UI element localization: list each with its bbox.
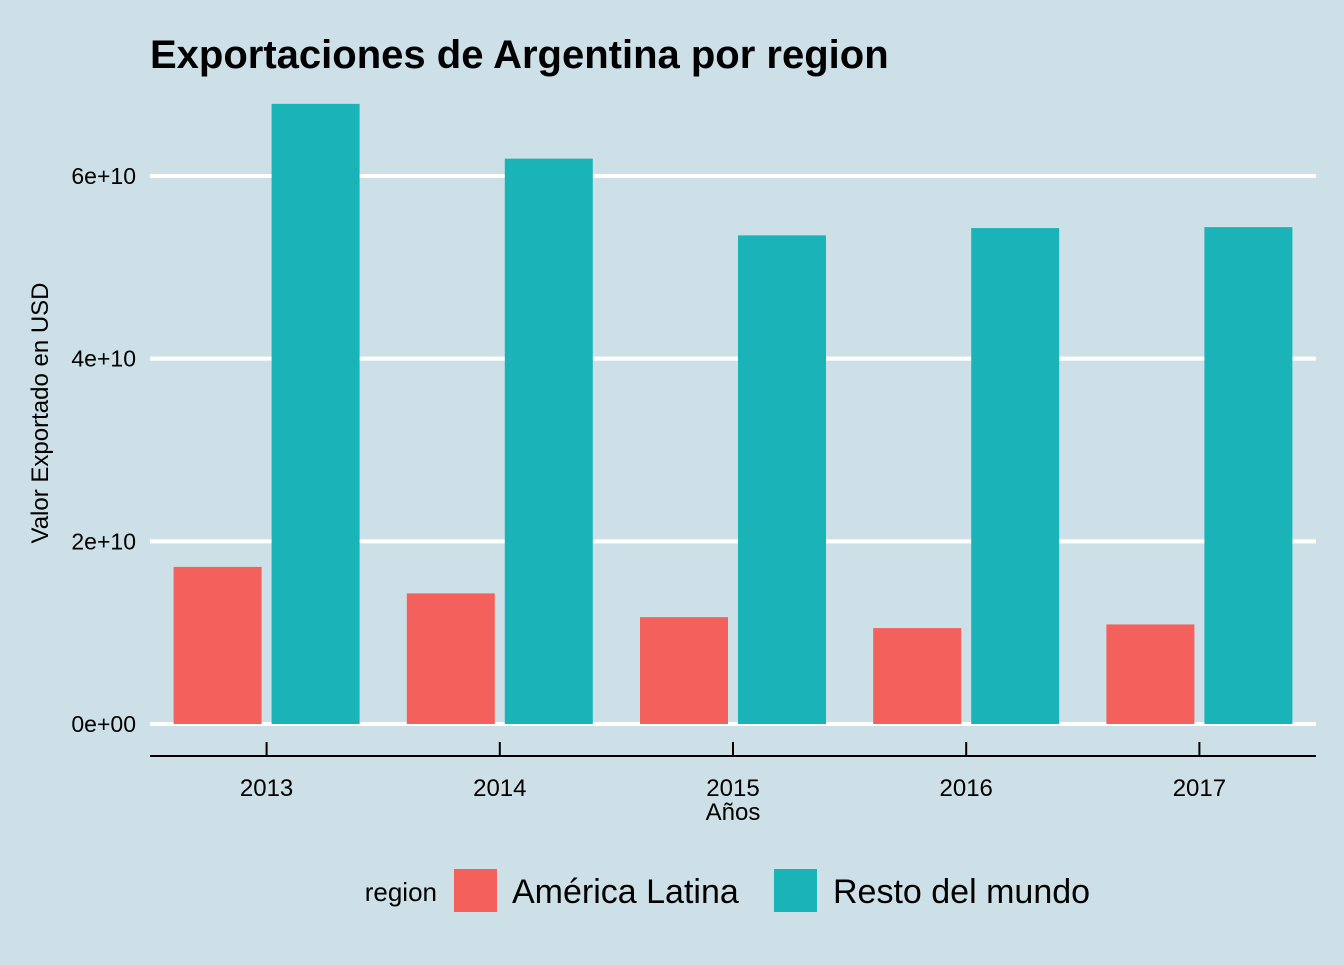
y-axis-title: Valor Exportado en USD <box>27 282 54 543</box>
legend: region América Latina Resto del mundo <box>365 869 1090 912</box>
x-tick-label: 2017 <box>1173 775 1226 802</box>
bar-resto-del-mundo-2015 <box>738 235 826 724</box>
legend-label-america-latina: América Latina <box>512 873 739 911</box>
y-tick-label: 2e+10 <box>71 528 136 554</box>
legend-title: region <box>365 877 437 907</box>
bar-resto-del-mundo-2013 <box>271 103 360 724</box>
bars <box>173 103 1293 724</box>
bar-am-rica-latina-2013 <box>173 566 262 724</box>
y-tick-label: 0e+00 <box>71 711 136 737</box>
x-tick-label: 2016 <box>940 775 993 802</box>
y-tick-label: 6e+10 <box>71 163 136 189</box>
bar-resto-del-mundo-2017 <box>1204 227 1293 724</box>
y-tick-label: 4e+10 <box>71 346 136 372</box>
bar-am-rica-latina-2017 <box>1106 624 1195 724</box>
x-tick-label: 2013 <box>240 775 293 802</box>
chart-title: Exportaciones de Argentina por region <box>150 33 889 77</box>
legend-swatch-america-latina <box>454 869 497 912</box>
y-tick-labels: 0e+00 2e+10 4e+10 6e+10 <box>71 163 136 737</box>
legend-label-resto-del-mundo: Resto del mundo <box>833 873 1090 911</box>
legend-swatch-resto-del-mundo <box>774 869 817 912</box>
bar-am-rica-latina-2016 <box>873 628 962 724</box>
bar-am-rica-latina-2014 <box>406 593 495 724</box>
bar-resto-del-mundo-2016 <box>971 228 1060 724</box>
x-tick-label: 2015 <box>706 775 759 802</box>
bar-am-rica-latina-2015 <box>640 617 728 724</box>
x-axis-title: Años <box>706 799 761 826</box>
bar-resto-del-mundo-2014 <box>504 158 593 724</box>
axes <box>150 742 1316 757</box>
x-tick-label: 2014 <box>473 775 526 802</box>
x-tick-labels: 2013 2014 2015 2016 2017 <box>240 775 1226 802</box>
